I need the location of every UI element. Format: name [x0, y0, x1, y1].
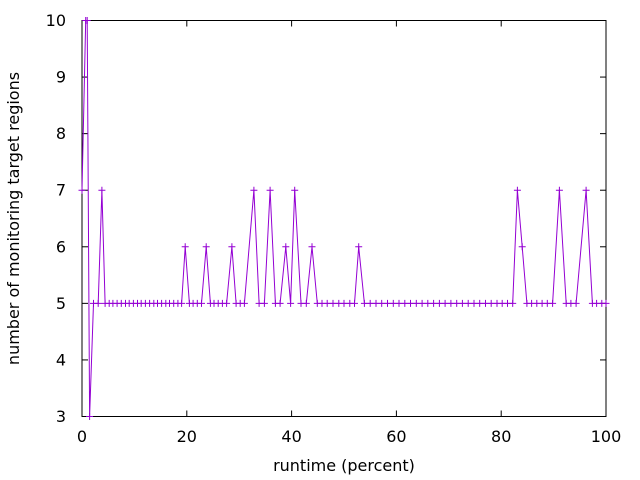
series-line [81, 20, 606, 417]
y-tick-label: 4 [56, 350, 66, 369]
series-plus-markers [78, 17, 610, 420]
y-tick-label: 3 [56, 407, 66, 426]
y-tick-label: 6 [56, 237, 66, 256]
x-tick-label: 20 [177, 427, 197, 446]
y-tick-label: 7 [56, 181, 66, 200]
y-tick-label: 10 [46, 11, 66, 30]
y-tick-label: 8 [56, 124, 66, 143]
data-series-line [78, 17, 610, 420]
axis-labels: runtime (percent) number of monitoring t… [4, 72, 415, 475]
y-tick-label: 9 [56, 68, 66, 87]
x-tick-label: 0 [77, 427, 87, 446]
y-axis-label: number of monitoring target regions [4, 72, 23, 365]
x-axis-label: runtime (percent) [273, 456, 415, 475]
axes-layer: 0 20 40 60 80 100 3 4 5 6 7 8 9 10 [46, 11, 622, 446]
x-tick-label: 100 [591, 427, 622, 446]
plot-border [81, 20, 607, 417]
x-tick-label: 80 [491, 427, 511, 446]
x-tick-label: 60 [386, 427, 406, 446]
x-tick-label: 40 [281, 427, 301, 446]
y-tick-label: 5 [56, 294, 66, 313]
